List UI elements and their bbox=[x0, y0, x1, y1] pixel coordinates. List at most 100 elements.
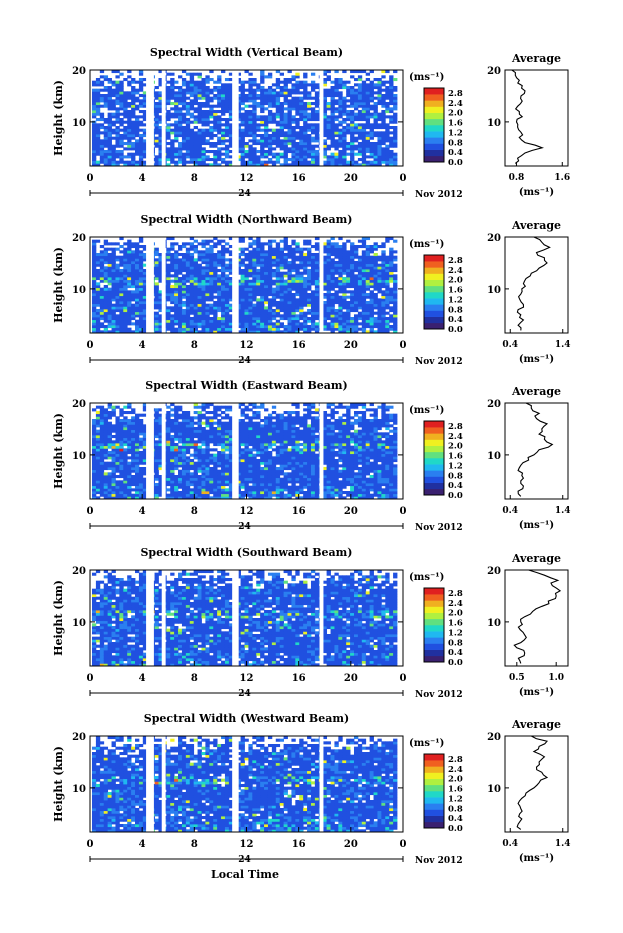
heatmap-cell bbox=[377, 317, 381, 320]
heatmap-cell bbox=[354, 94, 358, 97]
heatmap-cell bbox=[362, 306, 366, 309]
heatmap-cell bbox=[115, 306, 119, 309]
heatmap-cell bbox=[100, 414, 104, 417]
heatmap-cell bbox=[170, 139, 174, 142]
heatmap-cell bbox=[127, 118, 131, 121]
heatmap-cell bbox=[276, 137, 280, 140]
heatmap-cell bbox=[190, 253, 194, 256]
heatmap-cell bbox=[115, 139, 119, 142]
heatmap-cell bbox=[374, 118, 378, 121]
heatmap-cell bbox=[92, 424, 96, 427]
heatmap-cell bbox=[346, 91, 350, 94]
heatmap-cell bbox=[272, 147, 276, 150]
heatmap-cell bbox=[374, 269, 378, 272]
heatmap-cell bbox=[190, 131, 194, 134]
heatmap-cell bbox=[178, 261, 182, 264]
heatmap-cell bbox=[311, 245, 315, 248]
heatmap-cell bbox=[260, 115, 264, 118]
heatmap-cell bbox=[104, 277, 108, 280]
heatmap-cell bbox=[100, 312, 104, 315]
heatmap-cell bbox=[221, 131, 225, 134]
heatmap-cell bbox=[178, 102, 182, 105]
heatmap-cell bbox=[252, 314, 256, 317]
heatmap-cell bbox=[186, 272, 190, 275]
heatmap-cell bbox=[178, 75, 182, 78]
heatmap-cell bbox=[252, 94, 256, 97]
heatmap-cell bbox=[346, 131, 350, 134]
heatmap-cell bbox=[112, 145, 116, 148]
heatmap-cell bbox=[303, 328, 307, 331]
heatmap-cell bbox=[342, 288, 346, 291]
heatmap-cell bbox=[288, 126, 292, 129]
heatmap-cell bbox=[166, 102, 170, 105]
heatmap-cell bbox=[108, 86, 112, 89]
heatmap-cell bbox=[374, 312, 378, 315]
heatmap-cell bbox=[354, 309, 358, 312]
heatmap-cell bbox=[198, 274, 202, 277]
heatmap-cell bbox=[280, 102, 284, 105]
heatmap-cell bbox=[303, 285, 307, 288]
heatmap-cell bbox=[135, 91, 139, 94]
heatmap-cell bbox=[135, 266, 139, 269]
heatmap-cell bbox=[186, 258, 190, 261]
heatmap-cell bbox=[213, 134, 217, 137]
heatmap-cell bbox=[311, 322, 315, 325]
heatmap-cell bbox=[370, 123, 374, 126]
heatmap-cell bbox=[241, 139, 245, 142]
heatmap-cell bbox=[209, 115, 213, 118]
heatmap-cell bbox=[123, 91, 127, 94]
heatmap-cell bbox=[221, 129, 225, 132]
heatmap-cell bbox=[245, 145, 249, 148]
heatmap-cell bbox=[104, 89, 108, 92]
heatmap-cell bbox=[139, 312, 143, 315]
heatmap-cell bbox=[366, 322, 370, 325]
heatmap-cell bbox=[96, 406, 100, 409]
heatmap-cell bbox=[366, 134, 370, 137]
heatmap-cell bbox=[268, 272, 272, 275]
heatmap-cell bbox=[381, 150, 385, 153]
heatmap-cell bbox=[108, 472, 112, 475]
heatmap-cell bbox=[104, 309, 108, 312]
heatmap-cell bbox=[186, 277, 190, 280]
heatmap-cell bbox=[241, 277, 245, 280]
heatmap-cell bbox=[170, 261, 174, 264]
heatmap-cell bbox=[108, 129, 112, 132]
heatmap-cell bbox=[385, 328, 389, 331]
heatmap-cell bbox=[201, 253, 205, 256]
heatmap-cell bbox=[295, 73, 299, 76]
heatmap-cell bbox=[327, 137, 331, 140]
heatmap-cell bbox=[346, 309, 350, 312]
heatmap-cell bbox=[299, 145, 303, 148]
heatmap-cell bbox=[119, 264, 123, 267]
heatmap-cell bbox=[100, 115, 104, 118]
heatmap-cell bbox=[291, 280, 295, 283]
heatmap-cell bbox=[393, 118, 397, 121]
heatmap-cell bbox=[108, 121, 112, 124]
heatmap-cell bbox=[358, 94, 362, 97]
heatmap-cell bbox=[205, 240, 209, 243]
heatmap-cell bbox=[112, 491, 116, 494]
heatmap-cell bbox=[119, 414, 123, 417]
heatmap-cell bbox=[108, 99, 112, 102]
heatmap-cell bbox=[377, 256, 381, 259]
heatmap-cell bbox=[377, 142, 381, 145]
heatmap-cell bbox=[252, 78, 256, 81]
heatmap-cell bbox=[135, 256, 139, 259]
heatmap-cell bbox=[127, 248, 131, 251]
heatmap-cell bbox=[291, 317, 295, 320]
heatmap-cell bbox=[370, 155, 374, 158]
heatmap-cell bbox=[178, 147, 182, 150]
y-axis-label: Height (km) bbox=[52, 247, 65, 323]
heatmap-cell bbox=[108, 288, 112, 291]
heatmap-cell bbox=[354, 282, 358, 285]
heatmap-cell bbox=[170, 322, 174, 325]
heatmap-cell bbox=[131, 107, 135, 110]
heatmap-cell bbox=[288, 129, 292, 132]
heatmap-cell bbox=[104, 86, 108, 89]
heatmap-cell bbox=[100, 298, 104, 301]
heatmap-cell bbox=[205, 280, 209, 283]
heatmap-cell bbox=[393, 266, 397, 269]
heatmap-cell bbox=[186, 253, 190, 256]
heatmap-cell bbox=[393, 293, 397, 296]
heatmap-cell bbox=[225, 150, 229, 153]
